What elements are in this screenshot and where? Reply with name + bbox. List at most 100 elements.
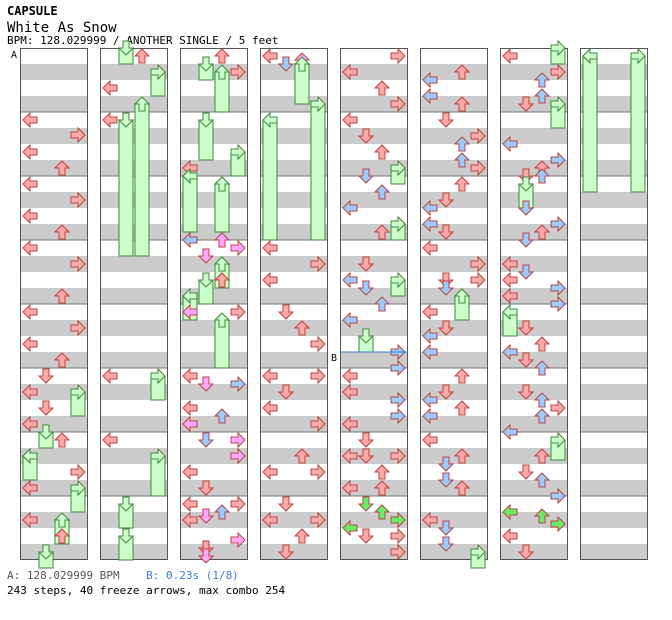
right-arrow	[550, 279, 566, 297]
up-arrow	[373, 464, 391, 480]
freeze-head	[117, 496, 135, 512]
freeze-head	[630, 47, 646, 65]
up-arrow	[213, 408, 231, 424]
stripe	[100, 224, 168, 240]
stripe	[500, 384, 568, 400]
left-arrow	[422, 391, 438, 409]
left-arrow	[22, 207, 38, 225]
left-arrow	[22, 239, 38, 257]
down-arrow	[437, 472, 455, 488]
up-arrow	[453, 480, 471, 496]
left-arrow	[502, 255, 518, 273]
stripe	[580, 544, 648, 560]
stripe	[340, 448, 408, 464]
down-arrow	[357, 256, 375, 272]
up-arrow	[533, 88, 551, 104]
freeze-head	[550, 39, 566, 57]
down-arrow	[277, 384, 295, 400]
up-arrow	[53, 288, 71, 304]
column-border	[260, 48, 328, 560]
down-arrow	[197, 548, 215, 564]
down-arrow	[437, 280, 455, 296]
left-arrow	[182, 231, 198, 249]
left-arrow	[342, 479, 358, 497]
up-arrow	[373, 184, 391, 200]
stripe	[20, 64, 88, 80]
stripe	[420, 384, 488, 400]
up-arrow	[533, 336, 551, 352]
right-arrow	[230, 531, 246, 549]
stripe	[20, 512, 88, 528]
down-arrow	[517, 352, 535, 368]
marker-a: A	[11, 50, 17, 61]
bpm-label: A: 128.029999 BPM	[7, 569, 120, 582]
freeze-arrow	[134, 103, 150, 257]
stripe	[420, 512, 488, 528]
left-arrow	[22, 143, 38, 161]
freeze-arrow	[182, 175, 198, 233]
up-arrow	[373, 480, 391, 496]
stripe	[420, 64, 488, 80]
stripe	[420, 96, 488, 112]
left-arrow	[262, 399, 278, 417]
down-arrow	[357, 528, 375, 544]
right-arrow	[310, 415, 326, 433]
left-arrow	[262, 511, 278, 529]
freeze-head	[470, 543, 486, 561]
stripe	[580, 352, 648, 368]
left-arrow	[422, 303, 438, 321]
stripe	[500, 288, 568, 304]
freeze-head	[582, 47, 598, 65]
up-arrow	[533, 508, 551, 524]
right-arrow	[390, 511, 406, 529]
stripe	[420, 160, 488, 176]
down-arrow	[437, 536, 455, 552]
freeze-arrow	[262, 119, 278, 241]
stripe	[500, 480, 568, 496]
stripe	[20, 160, 88, 176]
up-arrow	[533, 168, 551, 184]
stripe	[100, 256, 168, 272]
right-arrow	[390, 391, 406, 409]
left-arrow	[502, 271, 518, 289]
down-arrow	[437, 192, 455, 208]
stripe	[100, 416, 168, 432]
stripe	[500, 128, 568, 144]
up-arrow	[453, 448, 471, 464]
up-arrow	[533, 72, 551, 88]
down-arrow	[197, 376, 215, 392]
right-arrow	[310, 367, 326, 385]
column-border	[500, 48, 568, 560]
stripe	[420, 224, 488, 240]
stripe	[500, 352, 568, 368]
right-arrow	[390, 359, 406, 377]
left-arrow	[22, 335, 38, 353]
freeze-head	[37, 544, 55, 560]
down-arrow	[357, 168, 375, 184]
chart-info: BPM: 128.029999 / ANOTHER SINGLE / 5 fee…	[7, 34, 279, 47]
right-arrow	[390, 47, 406, 65]
stripe	[20, 416, 88, 432]
stripe	[580, 512, 648, 528]
left-arrow	[502, 503, 518, 521]
freeze-arrow	[310, 103, 326, 241]
up-arrow	[293, 320, 311, 336]
stripe	[340, 512, 408, 528]
right-arrow	[70, 463, 86, 481]
stripe	[260, 416, 328, 432]
right-arrow	[390, 407, 406, 425]
up-arrow	[533, 360, 551, 376]
song-title: White As Snow	[7, 20, 117, 36]
left-arrow	[182, 495, 198, 513]
freeze-head	[390, 159, 406, 177]
stop-label: B: 0.23s (1/8)	[146, 569, 239, 582]
up-arrow	[373, 80, 391, 96]
down-arrow	[197, 508, 215, 524]
stripe	[340, 352, 408, 368]
stripe	[100, 352, 168, 368]
left-arrow	[502, 527, 518, 545]
freeze-head	[150, 447, 166, 465]
stripe	[100, 512, 168, 528]
left-arrow	[502, 135, 518, 153]
